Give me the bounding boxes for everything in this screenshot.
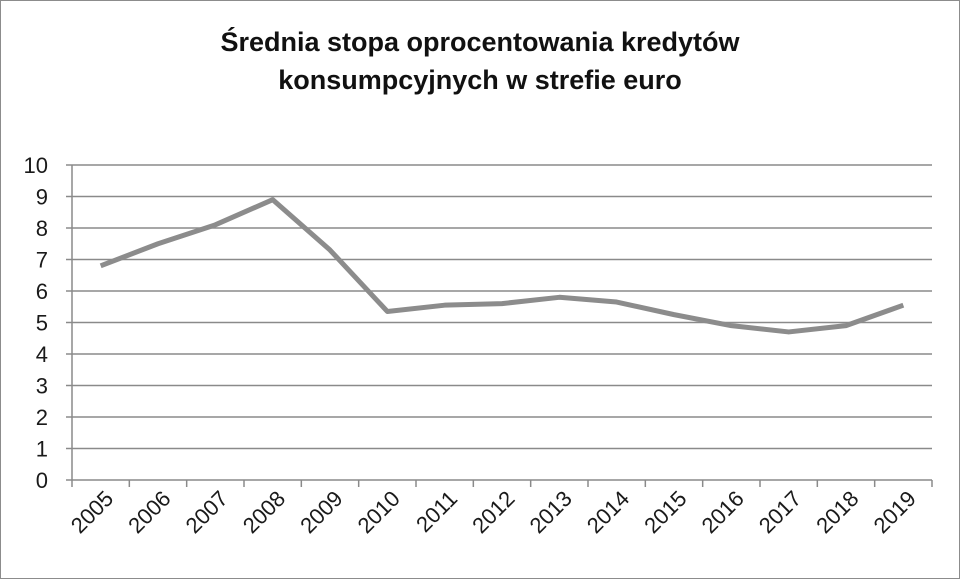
y-tick-label: 1 bbox=[36, 437, 48, 462]
y-tick-label: 10 bbox=[24, 153, 48, 178]
axes bbox=[66, 164, 933, 487]
gridlines bbox=[72, 164, 932, 450]
x-tick-label: 2008 bbox=[238, 486, 290, 538]
x-tick-label: 2011 bbox=[411, 486, 462, 537]
y-tick-label: 9 bbox=[36, 185, 48, 210]
y-tick-label: 2 bbox=[36, 405, 48, 430]
x-tick-label: 2015 bbox=[639, 486, 691, 538]
y-tick-label: 3 bbox=[36, 374, 48, 399]
x-tick-label: 2012 bbox=[467, 486, 519, 538]
y-tick-label: 7 bbox=[36, 248, 48, 273]
x-axis-ticks: 2005 2006 2007 2008 2009 2010 2011 2012 2013 2014… bbox=[66, 486, 921, 538]
y-tick-label: 8 bbox=[36, 216, 48, 241]
y-axis-ticks: 0 1 2 3 4 5 6 7 8 9 10 bbox=[24, 153, 48, 493]
x-tick-label: 2010 bbox=[353, 486, 405, 538]
x-tick-label: 2007 bbox=[181, 486, 233, 538]
x-tick-label: 2013 bbox=[525, 486, 577, 538]
series-group bbox=[99, 197, 905, 335]
x-tick-label: 2017 bbox=[754, 486, 806, 538]
y-tick-label: 0 bbox=[36, 468, 48, 493]
x-tick-label: 2005 bbox=[66, 486, 118, 538]
x-tick-label: 2009 bbox=[295, 486, 347, 538]
series-line-0 bbox=[99, 197, 905, 335]
chart-title: Średnia stopa oprocentowania kredytów ko… bbox=[1, 23, 959, 99]
x-tick-label: 2014 bbox=[582, 486, 634, 538]
chart-title-line-1: Średnia stopa oprocentowania kredytów bbox=[220, 27, 740, 57]
y-tick-label: 4 bbox=[36, 342, 48, 367]
chart-title-line-2: konsumpcyjnych w strefie euro bbox=[278, 65, 682, 95]
x-tick-label: 2018 bbox=[811, 486, 863, 538]
y-tick-label: 6 bbox=[36, 279, 48, 304]
y-tick-label: 5 bbox=[36, 311, 48, 336]
x-tick-label: 2019 bbox=[869, 486, 921, 538]
x-tick-label: 2006 bbox=[123, 486, 175, 538]
x-tick-label: 2016 bbox=[697, 486, 749, 538]
